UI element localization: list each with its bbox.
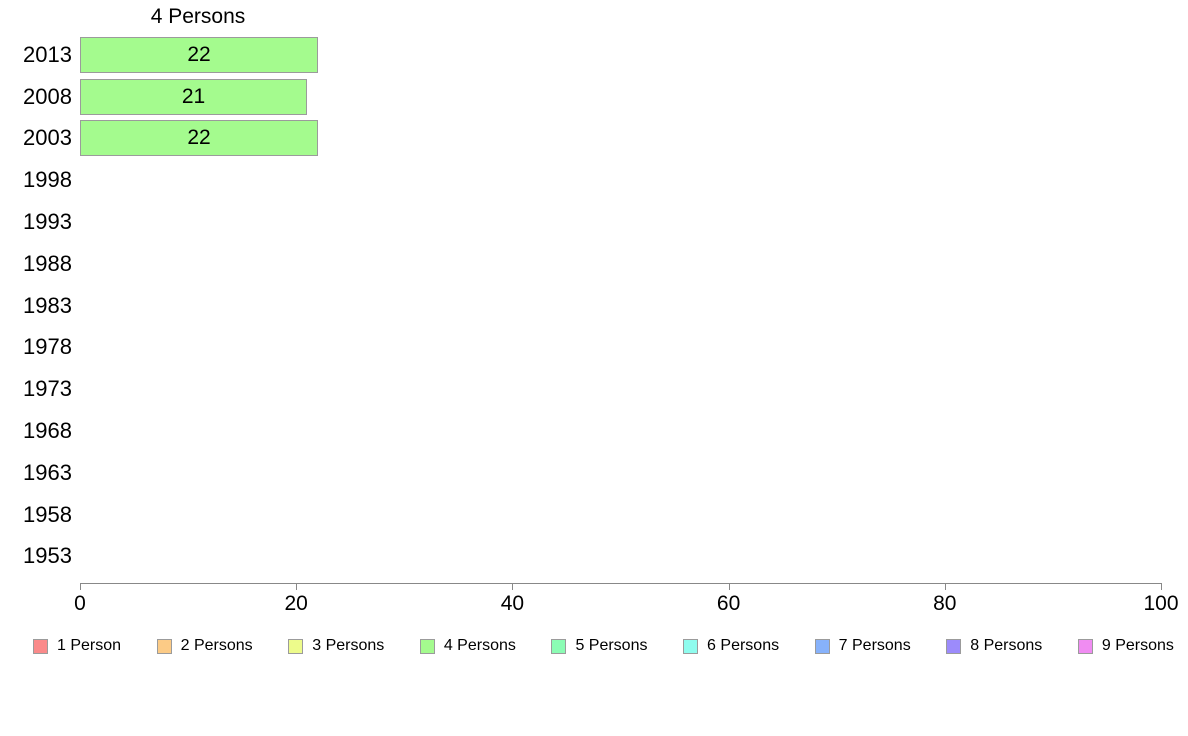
category-row: 1988 bbox=[0, 243, 1188, 285]
bar-track bbox=[80, 368, 1188, 410]
category-row: 1983 bbox=[0, 285, 1188, 327]
bar-track bbox=[80, 159, 1188, 201]
legend-swatch-icon bbox=[288, 638, 304, 654]
legend-item-9-persons[interactable]: 9 Persons bbox=[1077, 637, 1174, 655]
legend-item-2-persons[interactable]: 2 Persons bbox=[156, 637, 253, 655]
legend-label: 5 Persons bbox=[575, 637, 648, 654]
bar-2003[interactable]: 22 bbox=[80, 120, 318, 157]
legend-swatch-icon bbox=[419, 638, 435, 654]
y-axis-label: 1988 bbox=[23, 250, 72, 276]
y-axis-label: 1978 bbox=[23, 334, 72, 360]
bar-2013[interactable]: 22 bbox=[80, 36, 318, 73]
bar-2008[interactable]: 21 bbox=[80, 78, 307, 115]
y-axis-label: 2013 bbox=[23, 41, 72, 67]
x-tick-mark bbox=[80, 583, 81, 590]
category-row: 1958 bbox=[0, 494, 1188, 536]
legend-item-8-persons[interactable]: 8 Persons bbox=[946, 637, 1042, 655]
legend-swatch-icon bbox=[551, 638, 567, 654]
bar-track: 22 bbox=[80, 34, 1188, 76]
bar-value-label: 22 bbox=[187, 126, 211, 150]
category-row: 1978 bbox=[0, 327, 1188, 369]
x-tick-label: 100 bbox=[1143, 592, 1179, 615]
y-axis-label: 1973 bbox=[23, 376, 72, 402]
y-axis-label: 1963 bbox=[23, 459, 72, 485]
legend-item-1-person[interactable]: 1 Person bbox=[33, 637, 121, 655]
y-axis-label: 2008 bbox=[23, 83, 72, 109]
chart-title: 4 Persons bbox=[150, 5, 246, 28]
legend: 1 Person 2 Persons 3 Persons 4 Persons 5 Per… bbox=[33, 637, 1174, 655]
bar-track bbox=[80, 452, 1188, 494]
category-row: 2003 22 bbox=[0, 118, 1188, 160]
y-axis-label: 1983 bbox=[23, 292, 72, 318]
y-axis-label: 1953 bbox=[23, 543, 72, 569]
x-tick-mark bbox=[512, 583, 514, 590]
y-axis-label: 1958 bbox=[23, 501, 72, 527]
plot-area: 2013 22 2008 21 2003 22 1998 1993 1988 1983 1978 19… bbox=[0, 34, 1188, 577]
category-row: 1973 bbox=[0, 368, 1188, 410]
y-axis-label: 2003 bbox=[23, 125, 72, 151]
bar-track: 22 bbox=[80, 118, 1188, 160]
legend-swatch-icon bbox=[814, 638, 830, 654]
x-tick-label: 0 bbox=[74, 592, 86, 615]
category-row: 2008 21 bbox=[0, 76, 1188, 118]
bar-track bbox=[80, 285, 1188, 327]
legend-item-7-persons[interactable]: 7 Persons bbox=[814, 637, 911, 655]
x-tick-mark bbox=[1161, 583, 1162, 590]
bar-track bbox=[80, 201, 1188, 243]
x-tick-label: 80 bbox=[933, 592, 957, 615]
legend-swatch-icon bbox=[1077, 638, 1093, 654]
bar-track: 21 bbox=[80, 76, 1188, 118]
legend-swatch-icon bbox=[683, 638, 699, 654]
legend-label: 3 Persons bbox=[312, 637, 385, 654]
bar-track bbox=[80, 327, 1188, 369]
category-row: 2013 22 bbox=[0, 34, 1188, 76]
legend-item-4-persons[interactable]: 4 Persons bbox=[419, 637, 516, 655]
legend-item-5-persons[interactable]: 5 Persons bbox=[551, 637, 647, 655]
legend-label: 2 Persons bbox=[180, 637, 253, 654]
category-row: 1993 bbox=[0, 201, 1188, 243]
x-tick-mark bbox=[296, 583, 298, 590]
bar-track bbox=[80, 494, 1188, 536]
x-tick-label: 40 bbox=[500, 592, 525, 615]
legend-item-6-persons[interactable]: 6 Persons bbox=[683, 637, 779, 655]
y-axis-label: 1998 bbox=[23, 167, 72, 193]
x-tick-mark bbox=[944, 583, 946, 590]
category-row: 1953 bbox=[0, 536, 1188, 578]
legend-label: 4 Persons bbox=[443, 637, 516, 654]
x-axis-line bbox=[80, 583, 1161, 584]
legend-swatch-icon bbox=[156, 638, 172, 654]
legend-label: 7 Persons bbox=[838, 637, 911, 654]
legend-label: 6 Persons bbox=[707, 637, 780, 654]
y-axis-label: 1993 bbox=[23, 209, 72, 235]
legend-label: 1 Person bbox=[57, 637, 122, 654]
legend-swatch-icon bbox=[946, 638, 962, 654]
legend-swatch-icon bbox=[33, 638, 48, 654]
bar-track bbox=[80, 536, 1188, 578]
bar-value-label: 21 bbox=[181, 84, 206, 108]
x-tick-label: 60 bbox=[716, 592, 741, 615]
legend-item-3-persons[interactable]: 3 Persons bbox=[288, 637, 384, 655]
legend-label: 9 Persons bbox=[1101, 637, 1174, 654]
bar-track bbox=[80, 410, 1188, 452]
category-row: 1968 bbox=[0, 410, 1188, 452]
bar-track bbox=[80, 243, 1188, 285]
y-axis-label: 1968 bbox=[23, 418, 72, 444]
bar-value-label: 22 bbox=[187, 42, 211, 66]
x-tick-label: 20 bbox=[284, 592, 308, 615]
legend-label: 8 Persons bbox=[970, 637, 1043, 654]
category-row: 1998 bbox=[0, 159, 1188, 201]
category-row: 1963 bbox=[0, 452, 1188, 494]
x-tick-mark bbox=[728, 583, 730, 590]
